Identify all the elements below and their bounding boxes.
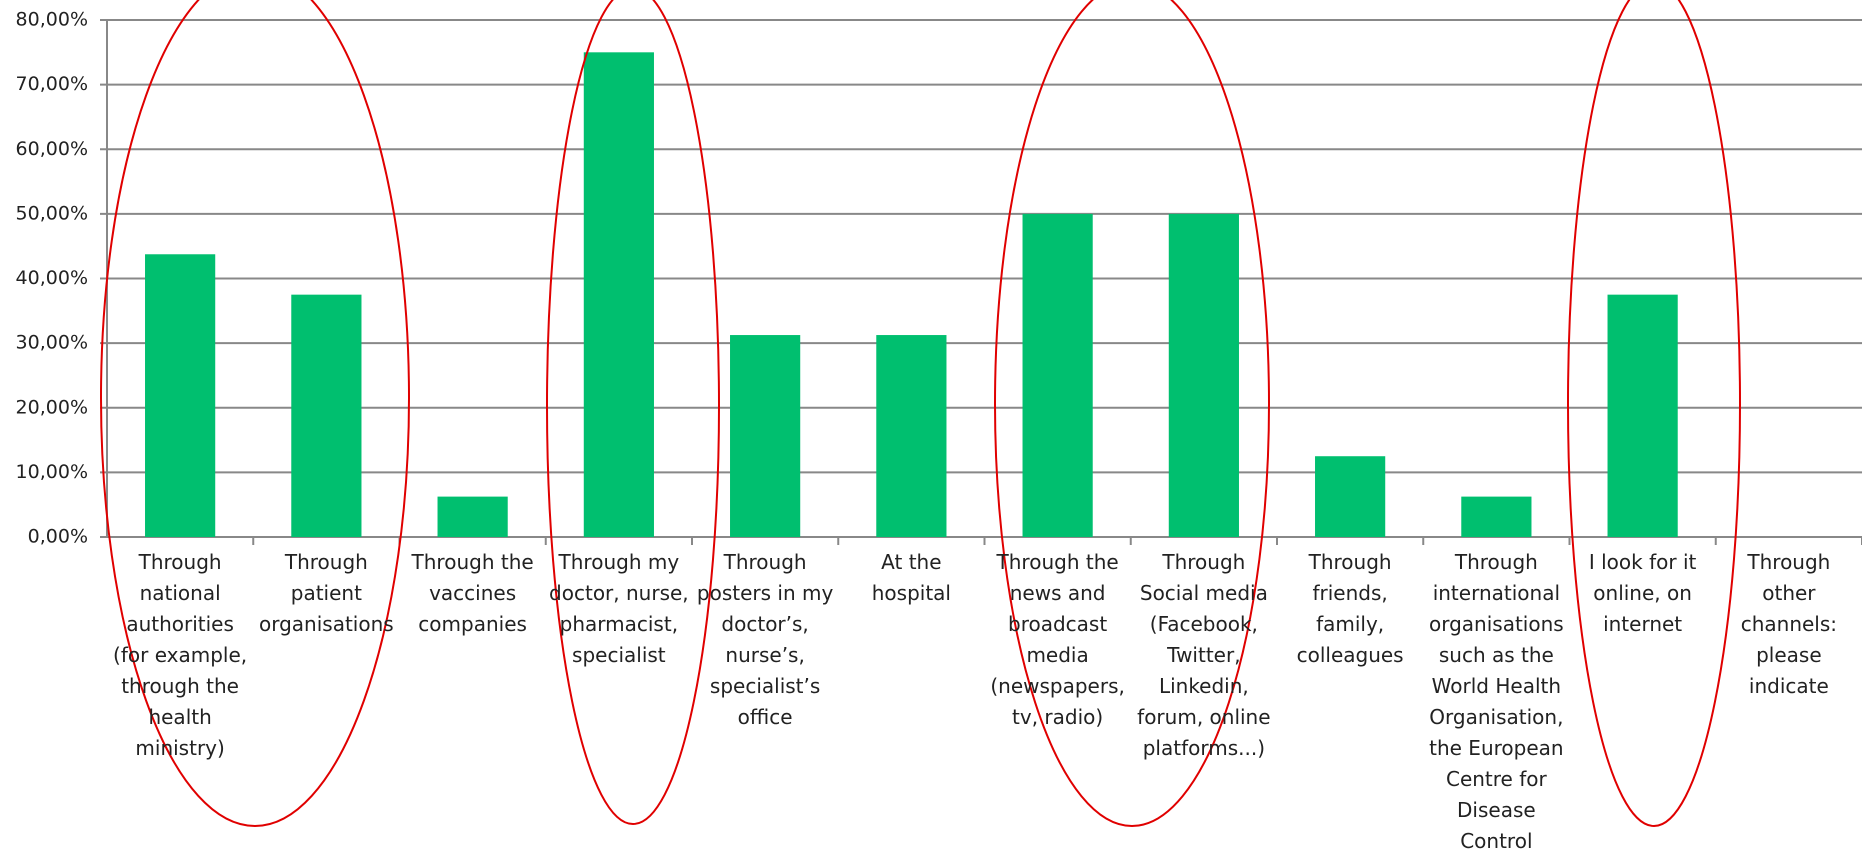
x-tick-label: Through the vaccines companies — [411, 550, 534, 636]
bar — [145, 254, 216, 537]
bar — [291, 294, 362, 537]
bar — [1607, 294, 1678, 537]
x-tick-label: Through friends, family, colleagues — [1296, 550, 1404, 667]
x-tick-label: Through international organisations such… — [1429, 550, 1564, 853]
bar — [1022, 213, 1093, 537]
x-tick-label: Through Social media (Facebook, Twitter,… — [1137, 550, 1271, 760]
y-tick-label: 10,00% — [16, 461, 88, 483]
highlight-ellipse — [100, 0, 410, 827]
y-tick-label: 0,00% — [28, 526, 88, 548]
y-tick-label: 60,00% — [16, 138, 88, 160]
bar — [1168, 213, 1239, 537]
y-tick-label: 40,00% — [16, 267, 88, 289]
x-tick-label: At the hospital — [871, 550, 951, 605]
bar — [1461, 496, 1532, 537]
x-tick-label: I look for it online, on internet — [1588, 550, 1697, 636]
x-tick-label: Through the news and broadcast media (ne… — [990, 550, 1125, 729]
highlight-ellipse — [994, 0, 1270, 827]
annotations — [100, 0, 1741, 827]
highlight-ellipse — [1567, 0, 1741, 827]
x-tick-label: Through posters in my doctor’s, nurse’s,… — [696, 550, 834, 729]
bar — [437, 496, 508, 537]
y-tick-label: 80,00% — [16, 9, 88, 31]
bar — [1315, 456, 1386, 537]
x-tick-label: Through other channels: please indicate — [1740, 550, 1838, 698]
x-tick-label: Through my doctor, nurse, pharmacist, sp… — [549, 550, 689, 667]
y-tick-label: 30,00% — [16, 332, 88, 354]
plot: 0,00% 10,00% 20,00% 30,00% 40,00% 50,00% 60,00… — [16, 9, 1862, 548]
bar — [876, 335, 947, 537]
highlight-ellipse — [546, 0, 720, 825]
x-tick-label: Through national authorities (for exampl… — [113, 550, 248, 760]
x-tick-label: Through patient organisations — [259, 550, 394, 636]
y-tick-label: 50,00% — [16, 202, 88, 224]
y-tick-label: 70,00% — [16, 73, 88, 95]
y-tick-label: 20,00% — [16, 396, 88, 418]
bar — [583, 52, 654, 537]
bar — [730, 335, 801, 537]
